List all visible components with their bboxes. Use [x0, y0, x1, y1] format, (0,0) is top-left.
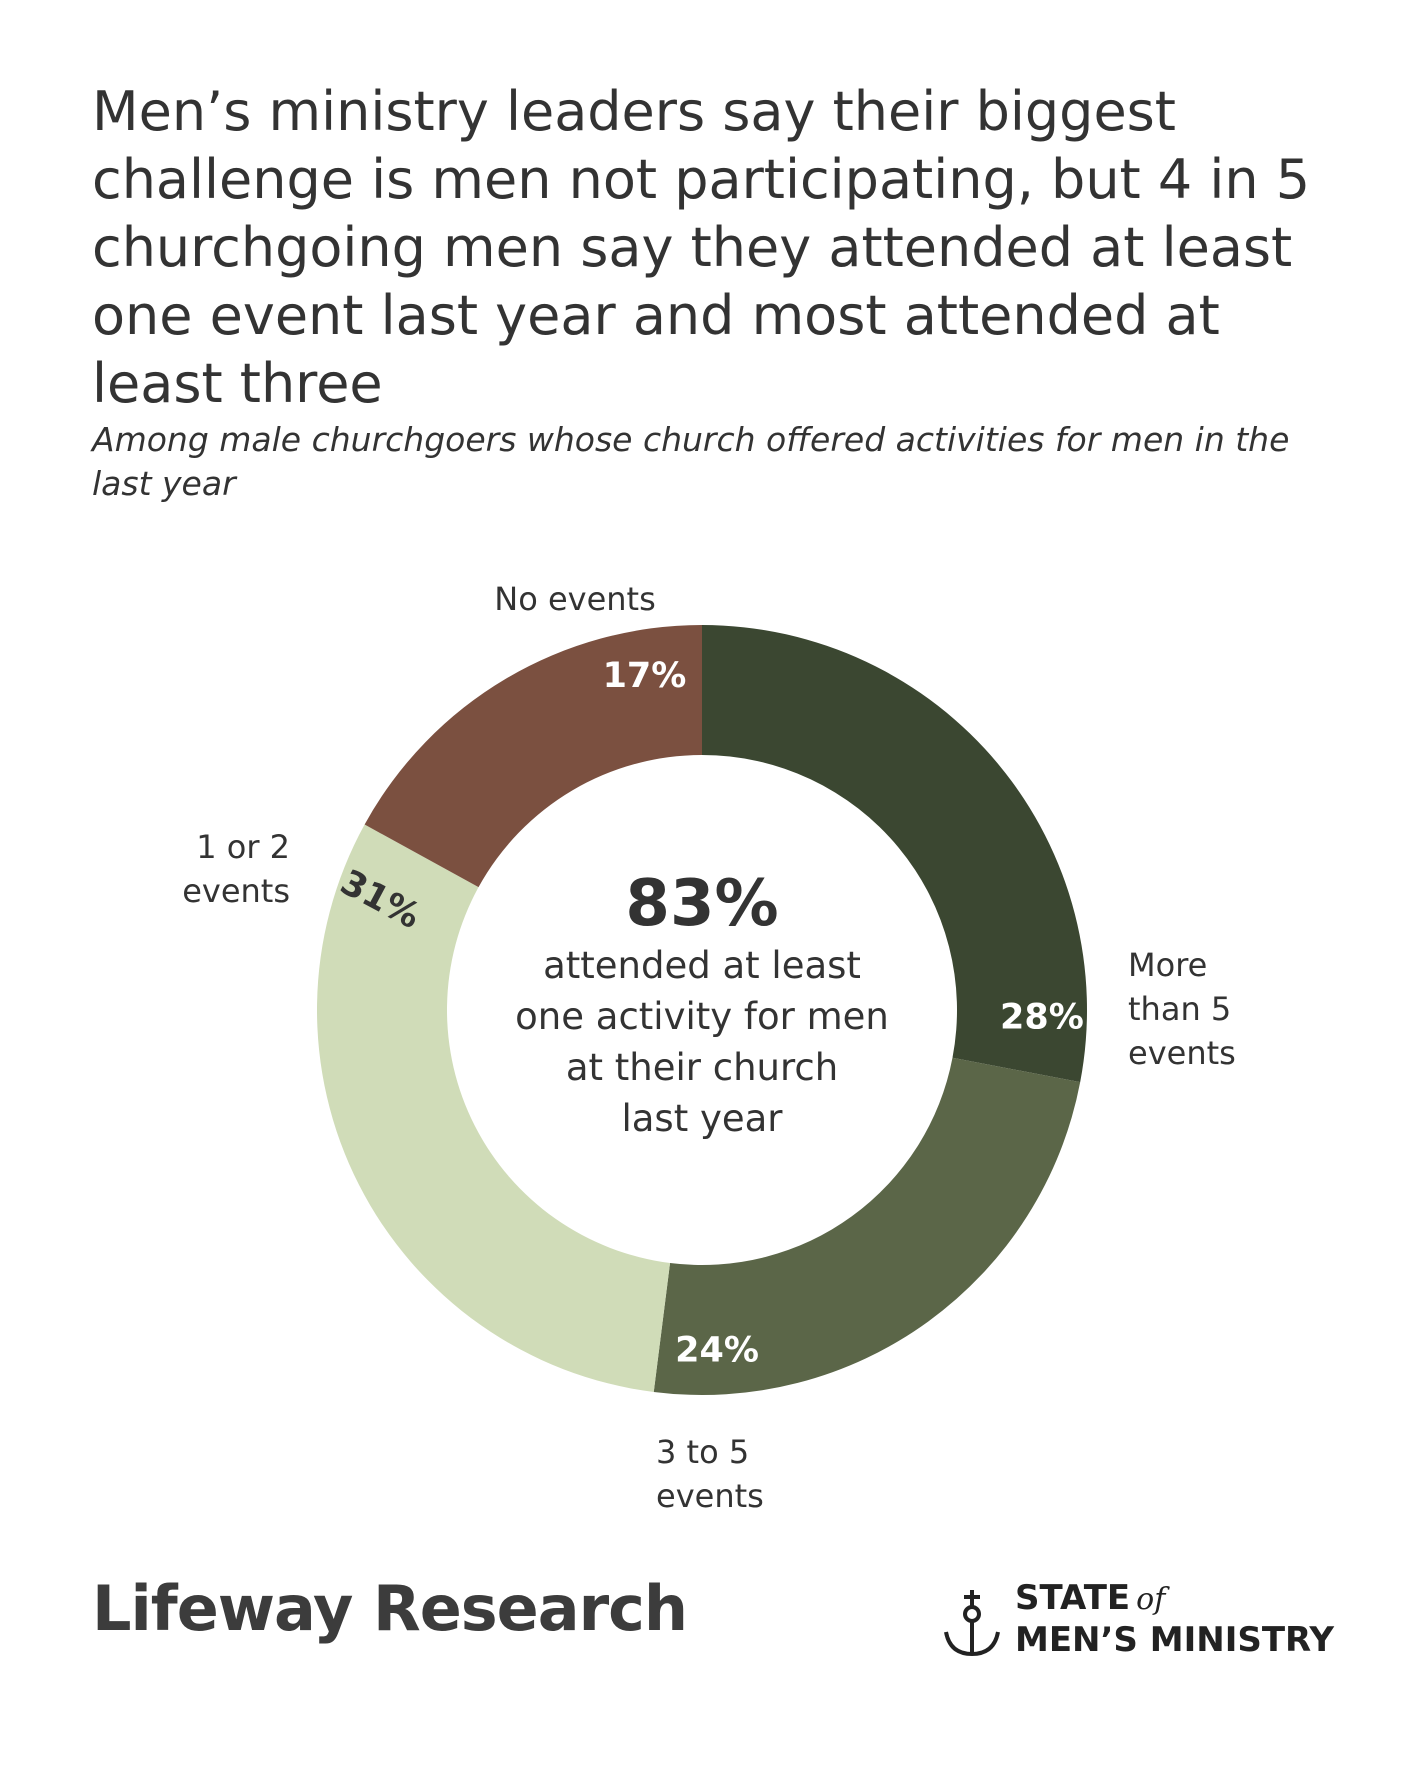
slice-label-3-to-5-events: 3 to 5 events — [656, 1433, 764, 1515]
slice-label-1-or-2-events: 1 or 2 events — [182, 828, 290, 910]
anchor-icon — [944, 1590, 1000, 1657]
logo-of-text: of — [1136, 1582, 1166, 1617]
slice-no-events — [364, 625, 702, 888]
center-caption-line: last year — [621, 1097, 783, 1140]
slice-3-to-5-events — [653, 1057, 1081, 1395]
slice-label-no-events: No events — [494, 580, 656, 618]
chart-title: Men’s ministry leaders say their biggest… — [92, 80, 1311, 415]
slice-1-or-2-events — [316, 824, 671, 1392]
center-value: 83% — [625, 867, 778, 941]
center-caption-line: one activity for men — [515, 995, 889, 1038]
slice-label-more-than-5-events: More than 5 events — [1128, 946, 1236, 1072]
chart-subtitle: Among male churchgoers whose church offe… — [92, 420, 1290, 503]
state-of-mens-ministry-logo: STATE of MEN’S MINISTRY — [940, 1578, 1340, 1668]
slice-value-more-than-5-events: 28% — [1000, 997, 1084, 1037]
slice-value-3-to-5-events: 24% — [675, 1331, 759, 1371]
slice-value-no-events: 17% — [603, 656, 687, 696]
lifeway-research-logo: Lifeway Research — [92, 1572, 688, 1645]
logo-state-text: STATE — [1015, 1578, 1131, 1618]
slice-more-than-5-events — [702, 625, 1087, 1083]
logo-mens-ministry-text: MEN’S MINISTRY — [1015, 1620, 1334, 1660]
center-caption-line: at their church — [566, 1046, 838, 1089]
center-caption-line: attended at least — [543, 944, 861, 987]
